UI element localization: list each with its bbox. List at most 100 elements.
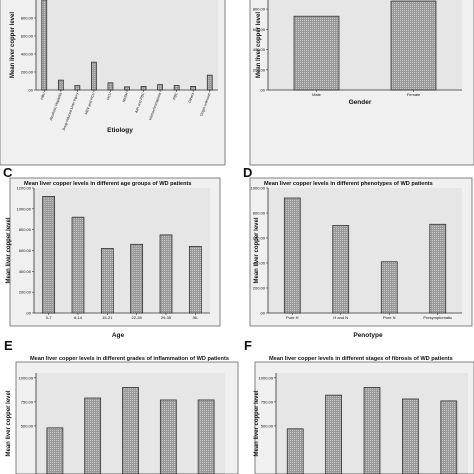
bar <box>46 427 64 474</box>
y-tick-label: .00 <box>27 88 33 93</box>
chart-panel-3: .00 200.00 400.00 600.00 800.00 1000.00 1200.0… <box>3 165 221 339</box>
y-tick-label: 200.00 <box>19 290 32 295</box>
bar <box>325 394 342 474</box>
bar <box>293 15 340 91</box>
x-tick-label: 15-21 <box>102 315 113 320</box>
panel-letter: F <box>244 338 252 353</box>
x-tick-label: Others <box>188 92 196 104</box>
x-tick-label: PBC <box>172 92 178 101</box>
y-axis-label: Mean liver copper level <box>6 217 12 283</box>
y-tick-label: 600.00 <box>19 248 32 253</box>
x-tick-label: 29-35 <box>161 315 172 320</box>
chart-panel-2: .00 200.00 400.00 600.00 800.00 Male Female Mea… <box>249 0 474 166</box>
y-tick-label: 1000.00 <box>19 375 34 380</box>
bar <box>390 0 437 91</box>
y-tick-label: 1200.00 <box>17 186 32 191</box>
bar <box>84 397 102 474</box>
bar <box>74 85 81 91</box>
y-tick-label: 200.00 <box>21 70 34 75</box>
x-tick-label: H and N <box>333 315 348 320</box>
y-axis-label: Mean liver copper level <box>10 12 16 78</box>
bar <box>42 195 56 314</box>
y-tick-label: 500.00 <box>261 423 274 428</box>
bar <box>206 74 213 91</box>
bar <box>91 61 97 91</box>
plot-area <box>36 0 218 90</box>
x-axis-label: Etiology <box>107 127 133 134</box>
x-axis-label: Gender <box>349 99 372 106</box>
x-tick-label: 22-28 <box>132 315 143 320</box>
chart-title: Mean liver copper levels in different ag… <box>24 181 192 187</box>
chart-title: Mean liver copper levels in different gr… <box>30 356 229 362</box>
bar <box>157 84 163 91</box>
plot-area <box>34 188 210 313</box>
x-tick-label: HBV <box>40 91 46 100</box>
y-tick-label: 750.00 <box>261 399 274 404</box>
y-tick-label: .00 <box>259 311 265 316</box>
bar <box>402 398 419 474</box>
y-tick-label: 750.00 <box>21 399 34 404</box>
bar <box>122 387 139 474</box>
bar <box>159 234 173 314</box>
panel-letter: E <box>4 338 13 353</box>
y-tick-label: 800.00 <box>21 16 34 21</box>
y-tick-label: .00 <box>259 88 265 93</box>
y-tick-label: 400.00 <box>21 52 34 57</box>
bar <box>380 261 398 314</box>
bar <box>41 0 48 91</box>
bar <box>107 82 114 91</box>
bar <box>173 85 180 91</box>
bar <box>332 225 350 314</box>
y-tick-label: 1000.00 <box>259 375 274 380</box>
y-tick-label: 200.00 <box>253 67 266 72</box>
bar <box>440 400 458 474</box>
x-tick-label: 36- <box>192 315 198 320</box>
bar <box>197 399 215 474</box>
x-tick-label: HBV and HCV <box>84 91 96 115</box>
x-tick-label: HCV <box>106 91 113 100</box>
x-tick-label: NASH <box>122 92 129 103</box>
bar <box>57 79 64 91</box>
x-tick-label: Presymptomatic <box>423 315 452 320</box>
y-axis-label: Mean liver copper level <box>6 390 12 456</box>
panel-letter: D <box>243 165 252 180</box>
x-tick-label: AIH and PBC <box>134 92 145 114</box>
x-axis-label: Age <box>112 332 125 339</box>
x-tick-label: Female <box>407 92 421 97</box>
bar <box>286 428 304 474</box>
bar <box>363 387 381 474</box>
x-tick-label: Male <box>312 92 321 97</box>
bar <box>140 86 147 91</box>
bar <box>190 86 197 91</box>
chart-panel-4: .00 200.00 400.00 600.00 800.00 1000.00 Pure H… <box>243 165 473 339</box>
bar <box>130 243 144 314</box>
x-tick-label: Pure H <box>286 315 299 320</box>
y-tick-label: 400.00 <box>19 269 32 274</box>
bar <box>159 399 177 474</box>
chart-panel-5: 500.00 750.00 1000.00 Mean liver copper lev… <box>4 338 239 474</box>
bar <box>188 245 202 314</box>
x-tick-label: 8-14 <box>74 315 83 320</box>
y-axis-label: Mean liver copper level <box>254 390 260 456</box>
bar <box>283 197 301 314</box>
x-tick-label: Pure N <box>383 315 396 320</box>
y-axis-label: Mean liver copper level <box>254 217 260 283</box>
y-tick-label: 1000.00 <box>251 186 266 191</box>
y-tick-label: 800.00 <box>253 7 266 12</box>
x-axis-label: Penotype <box>353 332 383 339</box>
y-tick-label: 800.00 <box>19 227 32 232</box>
y-tick-label: 200.00 <box>253 286 266 291</box>
x-tick-label: 0-7 <box>46 315 53 320</box>
y-tick-label: 600.00 <box>253 27 266 32</box>
y-tick-label: 400.00 <box>253 47 266 52</box>
y-tick-label: 400.00 <box>253 261 266 266</box>
y-tick-label: 600.00 <box>21 34 34 39</box>
y-tick-label: .00 <box>25 311 31 316</box>
y-tick-label: 800.00 <box>253 211 266 216</box>
bar <box>124 86 130 91</box>
y-tick-label: 600.00 <box>253 236 266 241</box>
y-tick-label: 1000.00 <box>17 206 32 211</box>
bar <box>429 223 447 314</box>
